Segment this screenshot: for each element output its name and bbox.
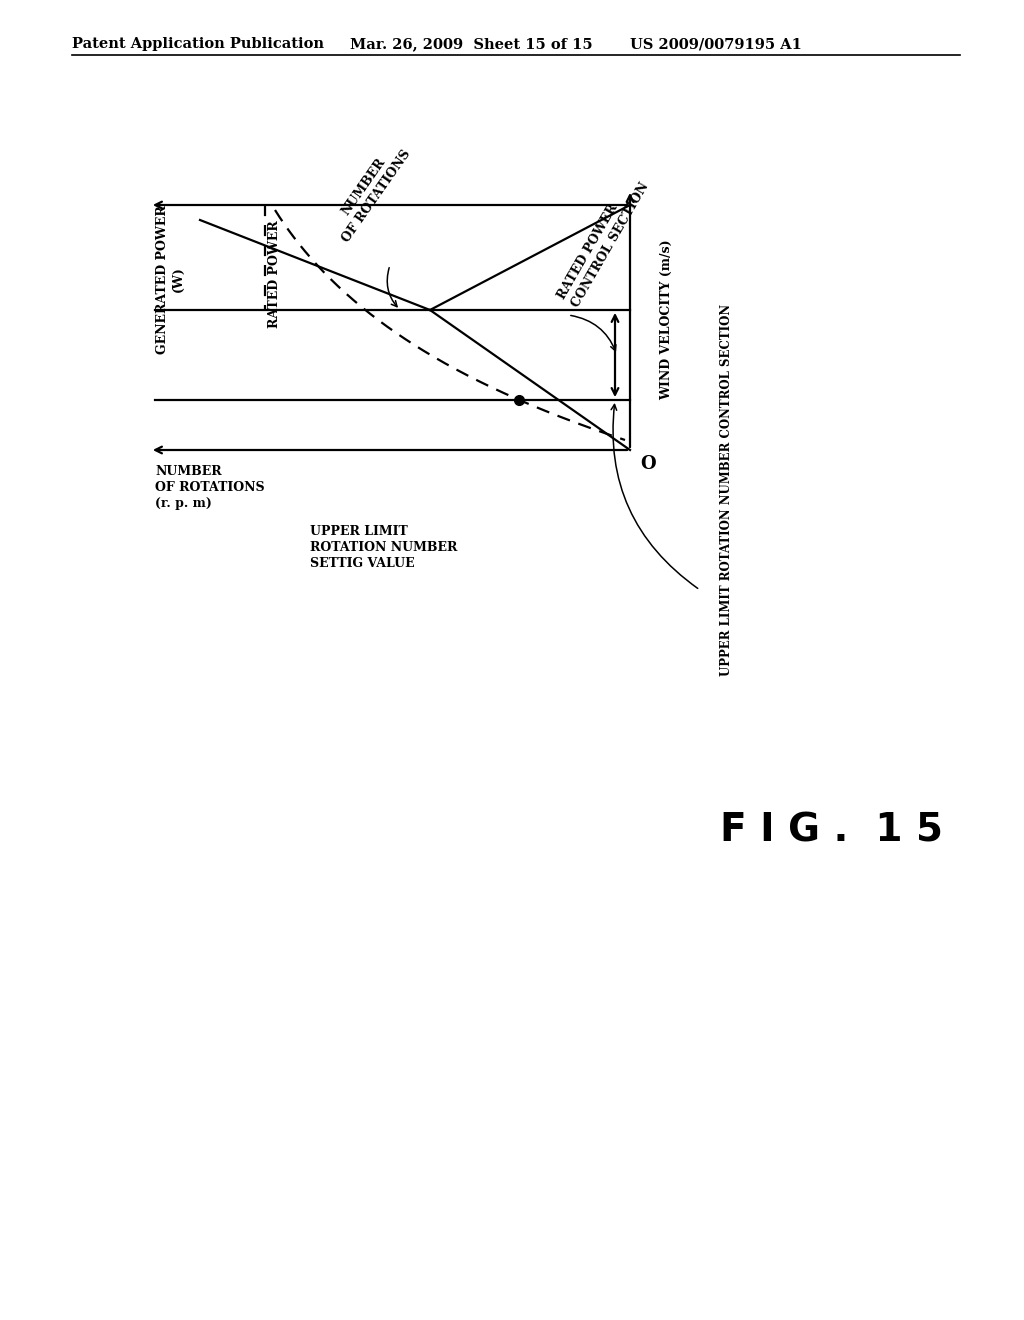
Text: NUMBER
OF ROTATIONS: NUMBER OF ROTATIONS — [327, 139, 414, 246]
Text: RATED POWER: RATED POWER — [268, 220, 282, 327]
Text: UPPER LIMIT ROTATION NUMBER CONTROL SECTION: UPPER LIMIT ROTATION NUMBER CONTROL SECT… — [720, 304, 733, 676]
Text: WIND VELOCITY (m/s): WIND VELOCITY (m/s) — [660, 240, 673, 400]
Text: RATED POWER
CONTROL SECTION: RATED POWER CONTROL SECTION — [555, 173, 651, 310]
Text: GENERATED POWER
(W): GENERATED POWER (W) — [156, 205, 184, 354]
Text: US 2009/0079195 A1: US 2009/0079195 A1 — [630, 37, 802, 51]
Text: UPPER LIMIT
ROTATION NUMBER
SETTIG VALUE: UPPER LIMIT ROTATION NUMBER SETTIG VALUE — [310, 525, 458, 570]
Text: O: O — [640, 455, 655, 473]
Text: Mar. 26, 2009  Sheet 15 of 15: Mar. 26, 2009 Sheet 15 of 15 — [350, 37, 593, 51]
Text: F I G .  1 5: F I G . 1 5 — [720, 810, 943, 849]
Text: NUMBER
OF ROTATIONS
(r. p. m): NUMBER OF ROTATIONS (r. p. m) — [155, 465, 264, 510]
Text: Patent Application Publication: Patent Application Publication — [72, 37, 324, 51]
